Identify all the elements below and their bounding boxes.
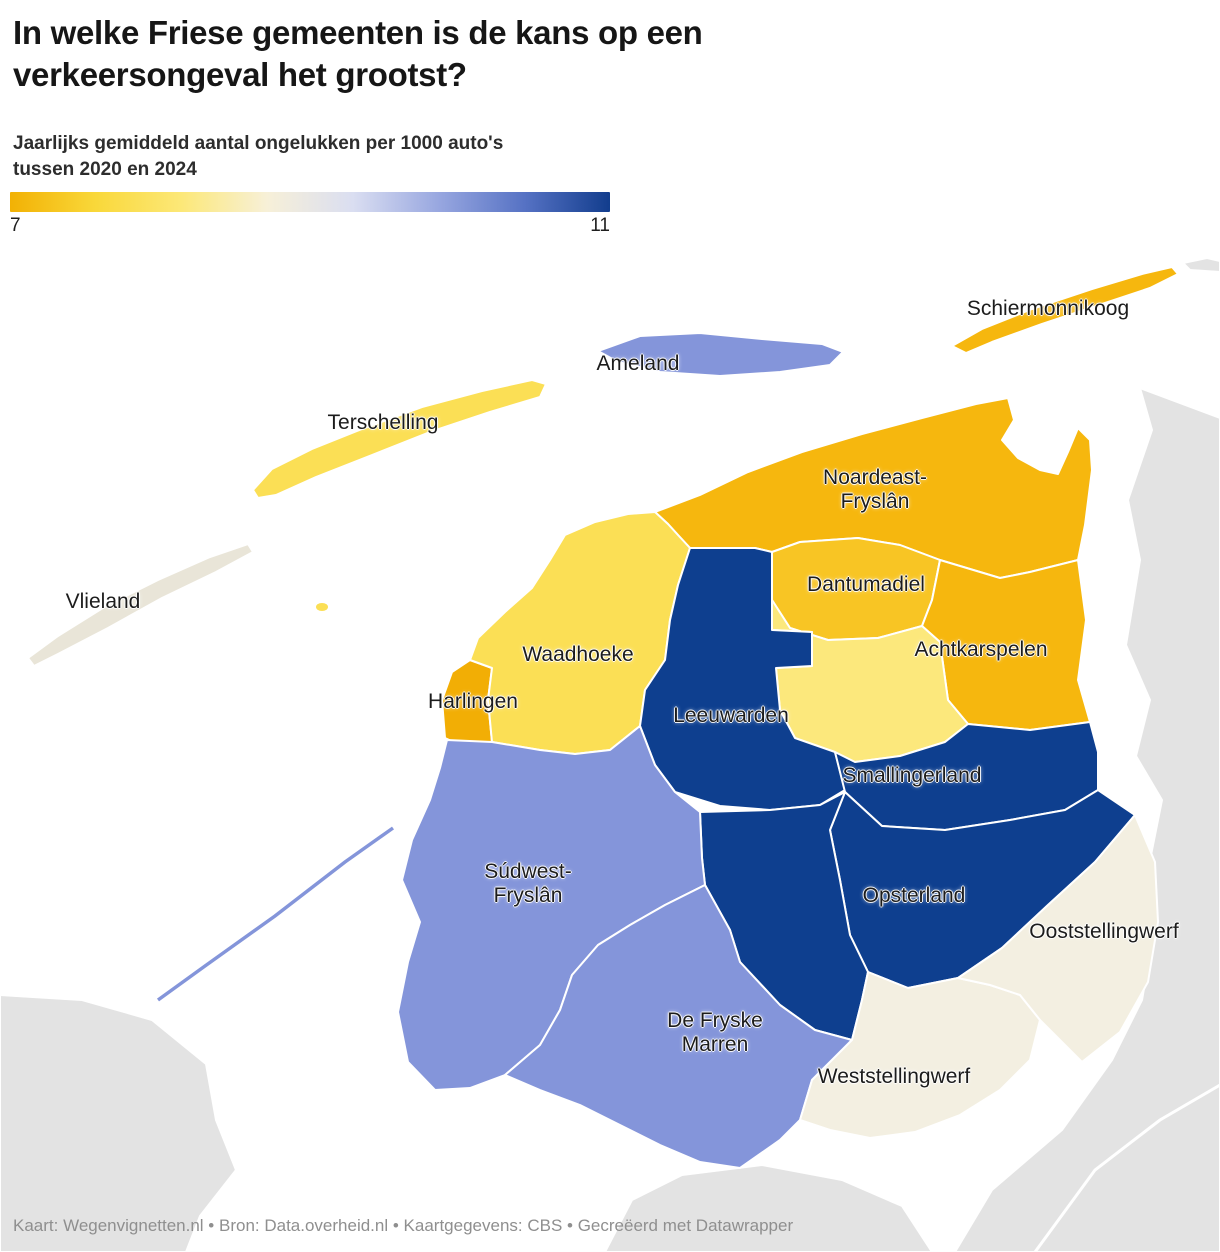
color-legend: 7 11 bbox=[10, 192, 610, 237]
region-dantumadiel[interactable] bbox=[771, 537, 941, 641]
footer: Kaart: Wegenvignetten.nl • Bron: Data.ov… bbox=[13, 1216, 793, 1236]
neighbor-land-south bbox=[604, 1164, 933, 1252]
footer-credit: Kaart: Wegenvignetten.nl • Bron: Data.ov… bbox=[13, 1216, 794, 1235]
region-terschelling[interactable] bbox=[252, 379, 547, 499]
griend-islet bbox=[316, 603, 328, 611]
region-de-fryske-marren[interactable] bbox=[504, 884, 853, 1169]
page-subtitle: Jaarlijks gemiddeld aantal ongelukken pe… bbox=[13, 133, 504, 180]
legend-min-label: 7 bbox=[10, 215, 21, 236]
region-ameland[interactable] bbox=[597, 332, 844, 377]
legend-gradient-bar bbox=[10, 192, 610, 212]
region-vlieland[interactable] bbox=[27, 543, 254, 667]
region-schiermonnikoog[interactable] bbox=[951, 266, 1179, 354]
legend-labels: 7 11 bbox=[10, 215, 610, 237]
region-harlingen[interactable] bbox=[441, 659, 493, 746]
neighbor-land-southwest bbox=[0, 994, 237, 1252]
neighbor-islet-northeast bbox=[1182, 257, 1220, 273]
province-border-line bbox=[1033, 1083, 1220, 1252]
region-ooststellingwerf[interactable] bbox=[957, 814, 1159, 1063]
page-title: In welke Friese gemeenten is de kans op … bbox=[13, 14, 703, 94]
legend-max-label: 11 bbox=[590, 215, 610, 236]
afsluitdijk-causeway bbox=[156, 826, 395, 1002]
